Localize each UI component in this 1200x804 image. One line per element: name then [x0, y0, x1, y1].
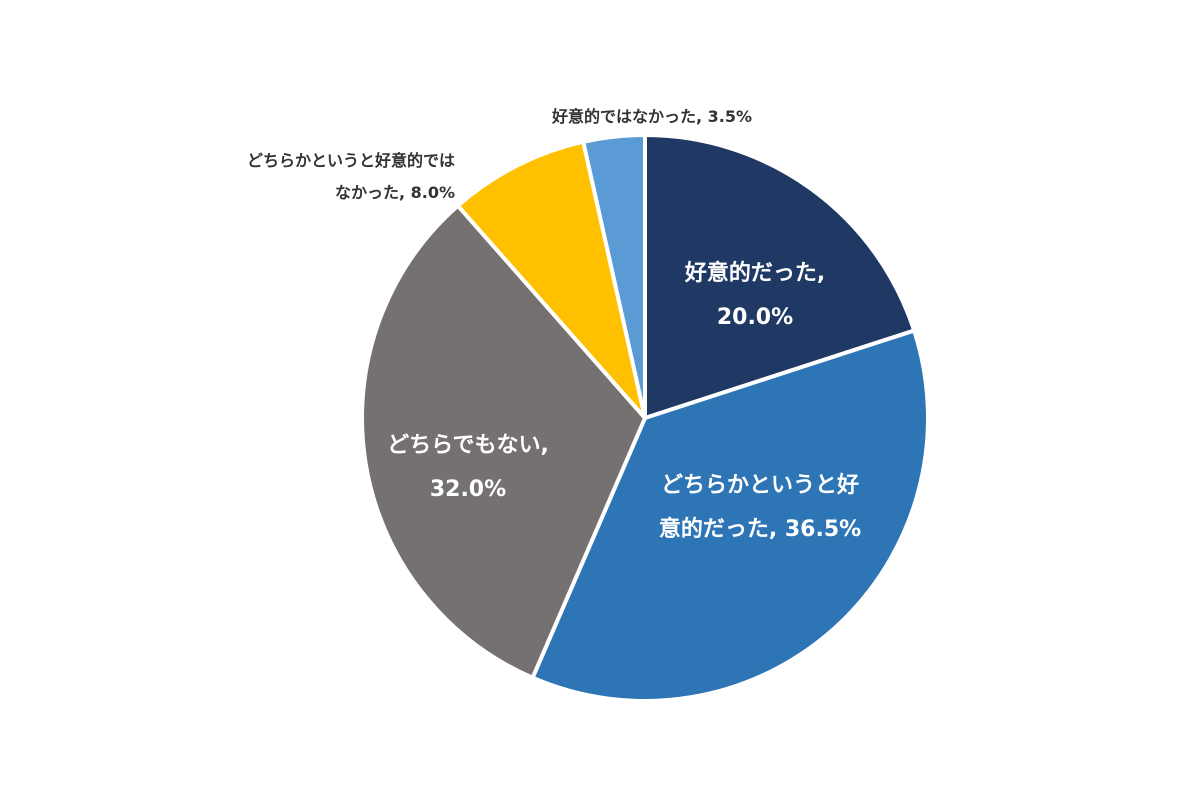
pie-slice-label-line: どちらでもない,: [387, 433, 549, 458]
pie-slice-5: [581, 133, 647, 420]
pie-slice-label-4: どちらかというと好意的ではなかった, 8.0%: [247, 151, 455, 202]
pie-slice-label-line: どちらかというと好意的では: [247, 151, 455, 170]
pie-slice-1: [643, 133, 917, 420]
pie-slice-label-line: 20.0%: [717, 305, 793, 330]
pie-slice-label-2: どちらかというと好意的だった, 36.5%: [659, 472, 861, 542]
pie-slice-label-3: どちらでもない, 32.0%: [387, 433, 549, 502]
pie-slice-label-line: 好意的ではなかった, 3.5%: [551, 107, 752, 126]
pie-slice-3: [360, 203, 647, 680]
pie-labels: 好意的だった, 20.0% どちらかというと好意的だった, 36.5% どちらでもない…: [247, 107, 861, 542]
pie-slice-label-line: なかった, 8.0%: [335, 183, 455, 202]
pie-slice-label-1: 好意的だった, 20.0%: [684, 260, 825, 330]
pie-slice-label-line: どちらかというと好: [661, 472, 859, 498]
pie-slices: [360, 133, 930, 703]
pie-slice-label-line: 意的だった, 36.5%: [659, 516, 861, 542]
pie-slice-2: [530, 328, 930, 703]
pie-slice-label-line: 好意的だった,: [684, 260, 825, 286]
pie-slice-label-line: 32.0%: [430, 477, 506, 502]
pie-slice-label-5: 好意的ではなかった, 3.5%: [551, 107, 752, 126]
